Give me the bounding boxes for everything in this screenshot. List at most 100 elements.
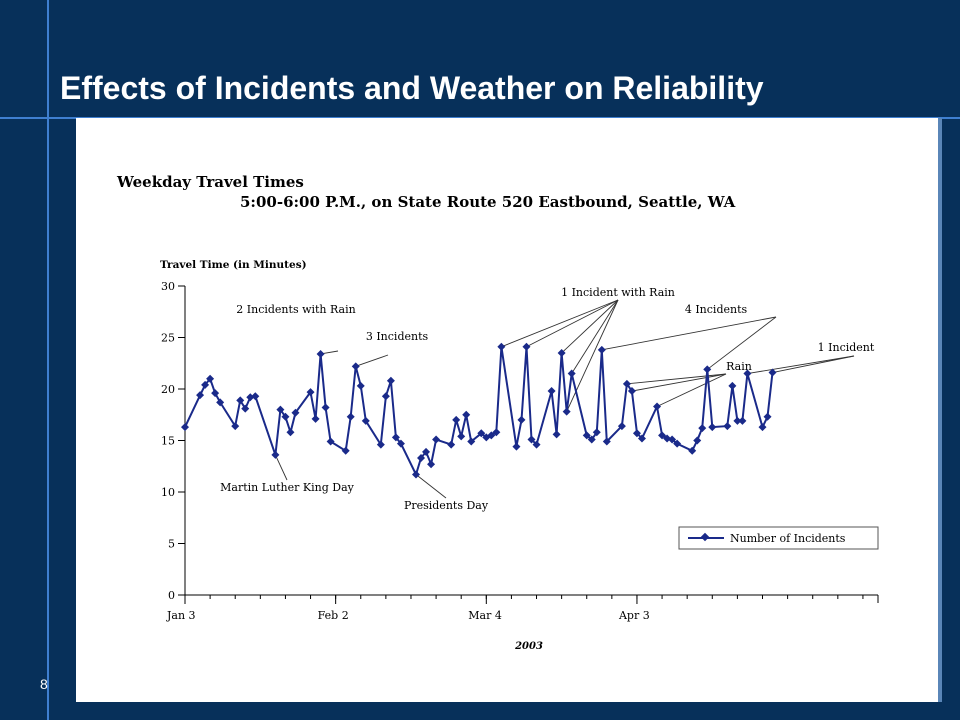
x-tick-label: Mar 4 <box>468 609 502 622</box>
data-point <box>467 437 476 446</box>
annotations: 2 Incidents with Rain 3 Incidents Martin L… <box>220 286 875 512</box>
data-point <box>251 392 260 401</box>
data-point <box>517 415 526 424</box>
data-point <box>708 423 717 432</box>
data-point <box>241 404 250 413</box>
data-point <box>291 408 300 417</box>
annotation-leader <box>566 299 619 412</box>
data-point <box>286 428 295 437</box>
annotation-leader <box>706 316 777 370</box>
data-point <box>653 402 662 411</box>
data-point <box>562 407 571 416</box>
data-point <box>271 450 280 459</box>
data-point <box>181 423 189 432</box>
data-point <box>427 460 436 469</box>
annotation-leader <box>772 355 855 373</box>
annotation-leader <box>355 354 389 367</box>
panel-shadow <box>938 118 942 702</box>
data-point <box>602 437 611 446</box>
data-point <box>497 342 506 351</box>
data-point <box>231 422 240 431</box>
data-point <box>617 422 626 431</box>
data-point <box>396 439 405 448</box>
data-point <box>532 440 541 449</box>
data-point <box>567 369 576 378</box>
data-point <box>763 412 772 421</box>
data-point <box>326 437 335 446</box>
data-point <box>306 388 315 397</box>
x-tick-label: Apr 3 <box>618 609 650 622</box>
data-point <box>216 398 225 407</box>
annotation-leader <box>656 373 727 407</box>
data-point <box>361 416 370 425</box>
data-point <box>447 440 456 449</box>
axes: 0 5 10 15 20 25 30 Jan 3 Feb 2 Mar 4 Apr 3 <box>161 280 879 622</box>
data-point <box>733 416 742 425</box>
x-axis-label: 2003 <box>514 641 543 652</box>
data-point <box>582 431 591 440</box>
data-point <box>417 454 426 463</box>
data-point <box>206 374 215 383</box>
data-point <box>201 380 210 389</box>
annotation-leader <box>526 299 619 348</box>
data-point <box>597 345 606 354</box>
annotation-label: Martin Luther King Day <box>220 481 354 494</box>
annotation-leader <box>501 299 619 348</box>
data-point <box>276 405 285 414</box>
data-point <box>311 414 320 423</box>
data-point <box>637 434 646 443</box>
data-point <box>351 362 360 371</box>
data-point <box>758 423 767 432</box>
data-point <box>391 433 400 442</box>
data-point <box>703 365 712 374</box>
data-point <box>632 429 641 438</box>
annotation-leader <box>601 316 777 351</box>
travel-time-chart: Weekday Travel Times 5:00-6:00 P.M., on … <box>116 173 879 652</box>
chart-subtitle: 5:00-6:00 P.M., on State Route 520 Eastb… <box>240 193 736 211</box>
data-point <box>673 439 682 448</box>
data-point <box>587 435 596 444</box>
data-point <box>316 349 325 358</box>
chart-panel: Weekday Travel Times 5:00-6:00 P.M., on … <box>76 118 938 702</box>
x-tick-label: Feb 2 <box>318 609 349 622</box>
annotation-leader <box>274 454 288 481</box>
data-point <box>688 446 697 455</box>
data-point <box>622 379 631 388</box>
data-point <box>547 387 556 396</box>
data-point <box>422 447 431 456</box>
annotation-leader <box>561 299 619 354</box>
y-tick-label: 15 <box>161 435 175 448</box>
data-point <box>743 369 752 378</box>
y-tick-label: 10 <box>161 486 175 499</box>
data-point <box>723 422 732 431</box>
slide-title: Effects of Incidents and Weather on Reli… <box>60 70 764 106</box>
data-point <box>321 403 330 412</box>
legend-box <box>678 526 879 550</box>
data-point <box>522 342 531 351</box>
annotation-leader <box>631 373 727 392</box>
data-point <box>592 428 601 437</box>
data-point <box>552 430 561 439</box>
annotation-label: 3 Incidents <box>366 330 429 343</box>
annotation-label: Presidents Day <box>404 499 489 512</box>
data-point <box>452 415 461 424</box>
y-tick-label: 20 <box>161 383 175 396</box>
chart-title: Weekday Travel Times <box>116 173 304 191</box>
data-point <box>658 431 667 440</box>
vertical-accent-line <box>47 0 49 720</box>
data-point <box>341 446 350 455</box>
data-point <box>236 396 245 405</box>
slide-number: 8 <box>40 676 48 692</box>
y-tick-label: 30 <box>161 280 175 293</box>
annotation-leader <box>415 474 447 499</box>
data-point <box>738 416 747 425</box>
annotation-label: 1 Incident <box>818 341 875 354</box>
data-point <box>668 435 677 444</box>
data-point <box>557 348 566 357</box>
data-point <box>386 376 395 385</box>
data-point <box>512 442 521 451</box>
legend-entry: Number of Incidents <box>730 532 846 545</box>
data-point <box>768 368 777 377</box>
data-point <box>462 410 471 419</box>
